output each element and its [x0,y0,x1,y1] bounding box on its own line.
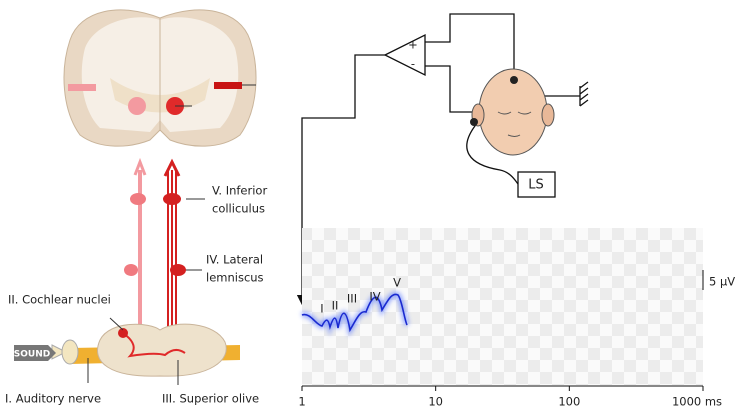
amp-minus: - [411,57,415,71]
scale-bar-label: 5 µV [709,275,735,289]
pathway-label: I. Auditory nerve [5,392,101,406]
pathway-label: V. Inferior [212,184,267,198]
x-tick-label: 10 [428,395,443,409]
abr-waveform [301,291,410,337]
wave-label: III [347,292,357,306]
pathway-label: IV. Lateral [206,253,263,267]
pathway-label: II. Cochlear nuclei [8,293,111,307]
pathway-label: lemniscus [206,271,264,285]
speaker-label: LS [528,178,544,193]
brainstem [14,317,240,385]
wave-label: IV [369,290,380,304]
pathway-label: III. Superior olive [162,392,259,406]
recording-area [302,228,703,385]
head [470,68,555,156]
sound-label: SOUND [14,350,50,360]
pathway-label: colliculus [212,202,265,216]
pathways [124,157,205,350]
x-tick-label: 1 [298,395,305,409]
amplifier [296,13,589,306]
wave-label: II [332,299,339,313]
wave-label: I [320,302,323,316]
wave-label: V [393,276,401,290]
brain-slice [63,9,257,147]
x-tick-label: 1000 ms [672,395,722,409]
x-tick-label: 100 [558,395,580,409]
amp-plus: + [408,38,418,52]
